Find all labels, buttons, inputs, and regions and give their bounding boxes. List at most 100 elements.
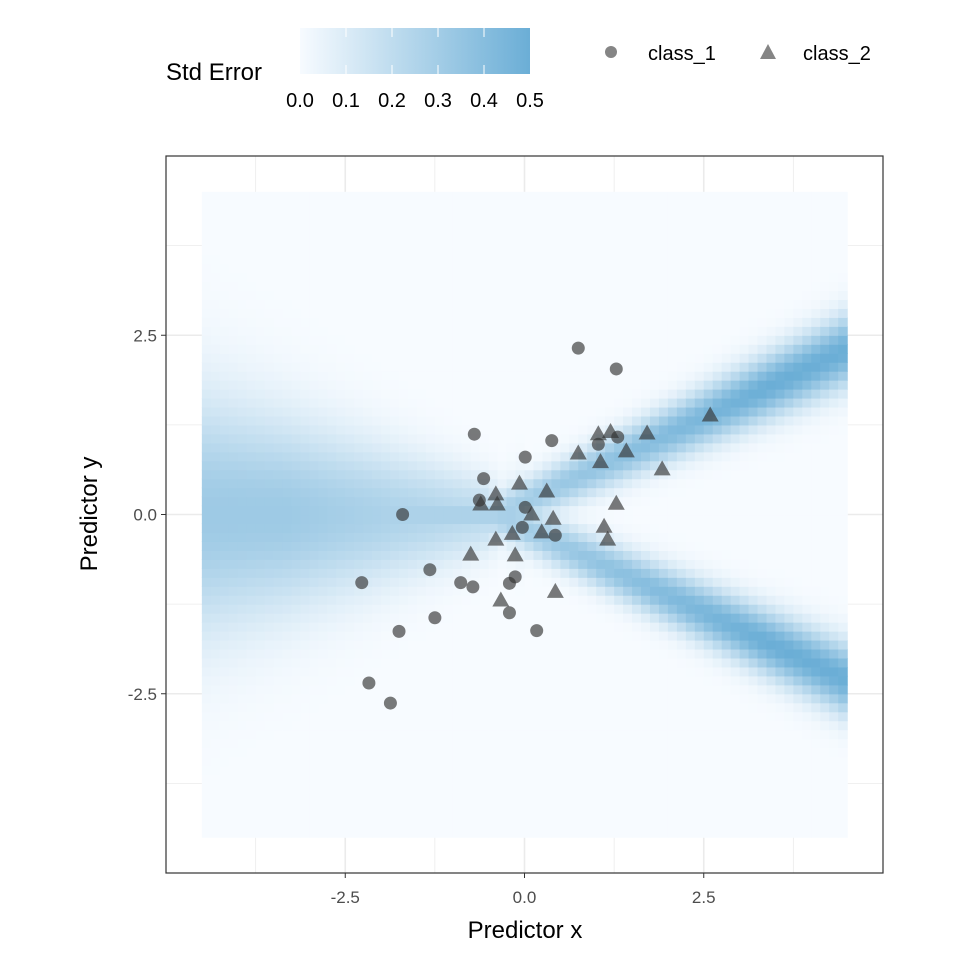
heatmap-cell bbox=[703, 622, 714, 632]
heatmap-cell bbox=[228, 514, 239, 525]
heatmap-cell bbox=[667, 245, 678, 256]
heatmap-cell bbox=[210, 442, 221, 453]
heatmap-cell bbox=[748, 442, 759, 453]
heatmap-cell bbox=[470, 613, 481, 623]
heatmap-cell bbox=[551, 711, 561, 722]
heatmap-cell bbox=[282, 263, 293, 274]
heatmap-cell bbox=[488, 478, 499, 489]
heatmap-cell bbox=[542, 729, 552, 740]
heatmap-cell bbox=[775, 505, 786, 516]
heatmap-cell bbox=[363, 371, 373, 381]
heatmap-cell bbox=[676, 191, 687, 202]
heatmap-cell bbox=[793, 344, 803, 354]
heatmap-cell bbox=[345, 747, 355, 758]
heatmap-cell bbox=[632, 344, 642, 354]
heatmap-cell bbox=[291, 389, 302, 399]
heatmap-cell bbox=[578, 380, 588, 390]
heatmap-cell bbox=[757, 290, 768, 300]
heatmap-cell bbox=[407, 711, 418, 722]
heatmap-cell bbox=[327, 362, 337, 372]
heatmap-cell bbox=[649, 317, 660, 327]
heatmap-cell bbox=[372, 433, 382, 444]
heatmap-cell bbox=[416, 729, 427, 740]
heatmap-cell bbox=[605, 236, 615, 247]
heatmap-cell bbox=[228, 783, 239, 793]
heatmap-cell bbox=[694, 747, 705, 758]
heatmap-cell bbox=[811, 828, 821, 838]
heatmap-cell bbox=[318, 711, 328, 722]
heatmap-cell bbox=[425, 631, 436, 641]
heatmap-cell bbox=[300, 819, 310, 829]
heatmap-cell bbox=[291, 550, 302, 560]
heatmap-cell bbox=[354, 263, 364, 274]
heatmap-cell bbox=[237, 819, 248, 829]
heatmap-cell bbox=[793, 675, 803, 686]
heatmap-cell bbox=[255, 604, 266, 614]
heatmap-cell bbox=[282, 595, 293, 605]
heatmap-cell bbox=[264, 738, 275, 749]
heatmap-cell bbox=[641, 389, 651, 399]
heatmap-cell bbox=[255, 702, 266, 713]
heatmap-cell bbox=[757, 487, 768, 498]
heatmap-cell bbox=[434, 523, 445, 534]
heatmap-cell bbox=[524, 586, 535, 596]
heatmap-cell bbox=[757, 460, 768, 471]
heatmap-cell bbox=[399, 389, 409, 399]
heatmap-cell bbox=[390, 505, 400, 516]
heatmap-cell bbox=[676, 577, 687, 587]
heatmap-cell bbox=[219, 810, 230, 820]
heatmap-cell bbox=[694, 550, 705, 560]
heatmap-cell bbox=[775, 380, 786, 390]
heatmap-cell bbox=[515, 810, 526, 820]
heatmap-cell bbox=[623, 523, 633, 534]
heatmap-cell bbox=[721, 523, 732, 534]
heatmap-cell bbox=[560, 702, 570, 713]
heatmap-cell bbox=[488, 371, 499, 381]
color-legend-label: 0.5 bbox=[516, 90, 544, 112]
heatmap-cell bbox=[793, 317, 803, 327]
heatmap-cell bbox=[246, 460, 257, 471]
heatmap-cell bbox=[443, 451, 454, 462]
heatmap-cell bbox=[237, 675, 248, 686]
heatmap-cell bbox=[282, 622, 293, 632]
heatmap-cell bbox=[497, 550, 508, 560]
heatmap-cell bbox=[757, 666, 768, 677]
heatmap-cell bbox=[802, 397, 812, 408]
heatmap-cell bbox=[479, 738, 490, 749]
heatmap-cell bbox=[712, 478, 723, 489]
heatmap-cell bbox=[336, 236, 346, 247]
heatmap-cell bbox=[587, 209, 597, 220]
heatmap-cell bbox=[309, 254, 319, 265]
heatmap-cell bbox=[363, 559, 373, 569]
heatmap-cell bbox=[730, 209, 741, 220]
heatmap-cell bbox=[515, 756, 526, 767]
heatmap-cell bbox=[605, 344, 615, 354]
heatmap-cell bbox=[210, 720, 221, 731]
heatmap-cell bbox=[766, 586, 777, 596]
heatmap-cell bbox=[524, 613, 535, 623]
heatmap-cell bbox=[425, 254, 436, 265]
heatmap-cell bbox=[506, 729, 517, 740]
heatmap-cell bbox=[560, 299, 570, 309]
heatmap-cell bbox=[605, 487, 615, 498]
heatmap-cell bbox=[703, 317, 714, 327]
heatmap-cell bbox=[533, 433, 544, 444]
heatmap-cell bbox=[497, 245, 508, 256]
heatmap-cell bbox=[372, 469, 382, 480]
heatmap-cell bbox=[587, 604, 597, 614]
heatmap-cell bbox=[802, 550, 812, 560]
heatmap-cell bbox=[676, 828, 687, 838]
heatmap-cell bbox=[569, 487, 579, 498]
heatmap-cell bbox=[596, 595, 606, 605]
heatmap-cell bbox=[748, 693, 759, 704]
heatmap-cell bbox=[291, 200, 302, 211]
heatmap-cell bbox=[497, 299, 508, 309]
heatmap-cell bbox=[515, 765, 526, 776]
heatmap-cell bbox=[399, 362, 409, 372]
heatmap-cell bbox=[336, 442, 346, 453]
heatmap-cell bbox=[569, 281, 579, 292]
heatmap-cell bbox=[775, 460, 786, 471]
heatmap-cell bbox=[605, 272, 615, 283]
heatmap-cell bbox=[237, 738, 248, 749]
heatmap-cell bbox=[228, 478, 239, 489]
